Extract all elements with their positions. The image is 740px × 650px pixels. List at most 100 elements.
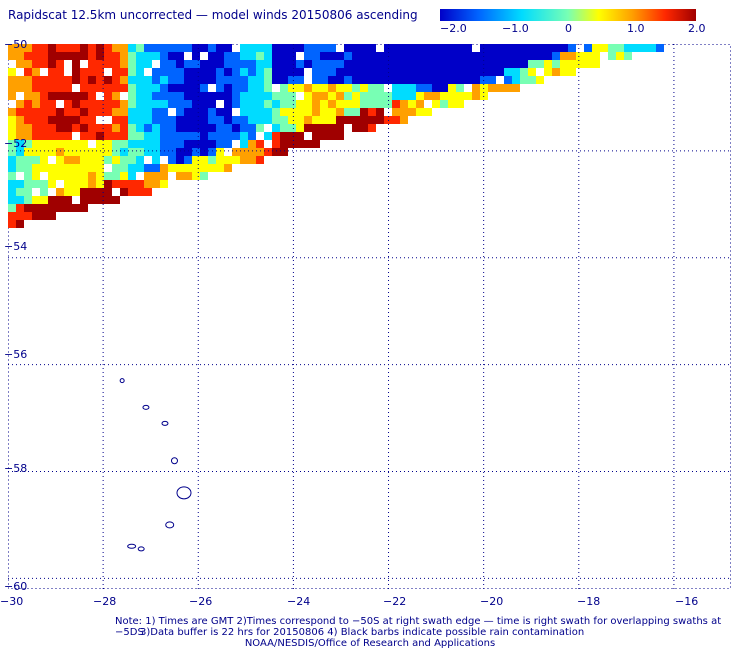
wind-cell <box>168 148 176 156</box>
wind-cell <box>224 76 232 84</box>
wind-cell <box>136 84 144 92</box>
wind-cell <box>192 116 200 124</box>
wind-cell <box>184 100 192 108</box>
wind-cell <box>448 100 456 108</box>
wind-cell <box>48 68 56 76</box>
wind-cell <box>72 92 80 100</box>
wind-cell <box>112 60 120 68</box>
wind-cell <box>472 76 480 84</box>
wind-cell <box>216 84 224 92</box>
wind-cell <box>48 108 56 116</box>
wind-cell <box>24 124 32 132</box>
lon-label: −22 <box>383 595 407 608</box>
wind-cell <box>408 100 416 108</box>
wind-cell <box>176 140 184 148</box>
wind-cell <box>112 156 120 164</box>
wind-cell <box>288 100 296 108</box>
wind-cell <box>80 92 88 100</box>
wind-cell <box>152 44 160 52</box>
wind-cell <box>464 44 472 52</box>
wind-cell <box>8 172 16 180</box>
wind-cell <box>232 124 240 132</box>
wind-cell <box>160 84 168 92</box>
wind-cell <box>32 76 40 84</box>
wind-cell <box>232 132 240 140</box>
wind-cell <box>208 156 216 164</box>
wind-cell <box>392 116 400 124</box>
wind-cell <box>216 124 224 132</box>
wind-cell <box>320 124 328 132</box>
wind-cell <box>208 60 216 68</box>
island-outline <box>137 546 145 552</box>
wind-cell <box>648 44 656 52</box>
wind-cell <box>320 132 328 140</box>
wind-cell <box>32 156 40 164</box>
wind-cell <box>248 132 256 140</box>
wind-cell <box>144 76 152 84</box>
wind-cell <box>24 156 32 164</box>
wind-cell <box>392 84 400 92</box>
wind-cell <box>184 92 192 100</box>
wind-cell <box>48 196 56 204</box>
wind-cell <box>128 180 136 188</box>
wind-cell <box>320 100 328 108</box>
wind-cell <box>464 68 472 76</box>
wind-cell <box>472 52 480 60</box>
wind-cell <box>280 148 288 156</box>
wind-cell <box>312 52 320 60</box>
wind-cell <box>448 52 456 60</box>
wind-cell <box>392 44 400 52</box>
wind-cell <box>32 212 40 220</box>
wind-cell <box>216 52 224 60</box>
wind-cell <box>520 52 528 60</box>
wind-cell <box>176 108 184 116</box>
wind-cell <box>112 44 120 52</box>
wind-cell <box>296 124 304 132</box>
wind-cell <box>120 188 128 196</box>
wind-cell <box>224 100 232 108</box>
wind-cell <box>584 44 592 52</box>
wind-cell <box>376 116 384 124</box>
wind-cell <box>184 148 192 156</box>
wind-cell <box>256 108 264 116</box>
wind-cell <box>320 84 328 92</box>
wind-cell <box>112 92 120 100</box>
wind-cell <box>176 116 184 124</box>
wind-cell <box>88 44 96 52</box>
wind-cell <box>656 44 664 52</box>
wind-cell <box>56 84 64 92</box>
wind-cell <box>48 212 56 220</box>
wind-cell <box>168 68 176 76</box>
wind-cell <box>56 124 64 132</box>
wind-cell <box>168 44 176 52</box>
wind-cell <box>184 124 192 132</box>
wind-cell <box>360 100 368 108</box>
wind-cell <box>96 76 104 84</box>
wind-cell <box>72 76 80 84</box>
wind-cell <box>208 68 216 76</box>
wind-cell <box>64 116 72 124</box>
wind-cell <box>16 116 24 124</box>
wind-cell <box>48 116 56 124</box>
wind-cell <box>112 172 120 180</box>
wind-cell <box>544 68 552 76</box>
wind-cell <box>296 68 304 76</box>
wind-cell <box>240 68 248 76</box>
wind-cell <box>448 60 456 68</box>
wind-cell <box>56 60 64 68</box>
wind-cell <box>344 52 352 60</box>
wind-cell <box>208 92 216 100</box>
wind-cell <box>192 100 200 108</box>
wind-cell <box>472 68 480 76</box>
wind-cell <box>48 100 56 108</box>
wind-cell <box>160 164 168 172</box>
wind-cell <box>432 92 440 100</box>
wind-cell <box>40 124 48 132</box>
wind-cell <box>88 172 96 180</box>
wind-cell <box>248 44 256 52</box>
wind-cell <box>552 44 560 52</box>
wind-cell <box>184 164 192 172</box>
wind-cell <box>32 164 40 172</box>
wind-cell <box>120 172 128 180</box>
wind-cell <box>40 44 48 52</box>
